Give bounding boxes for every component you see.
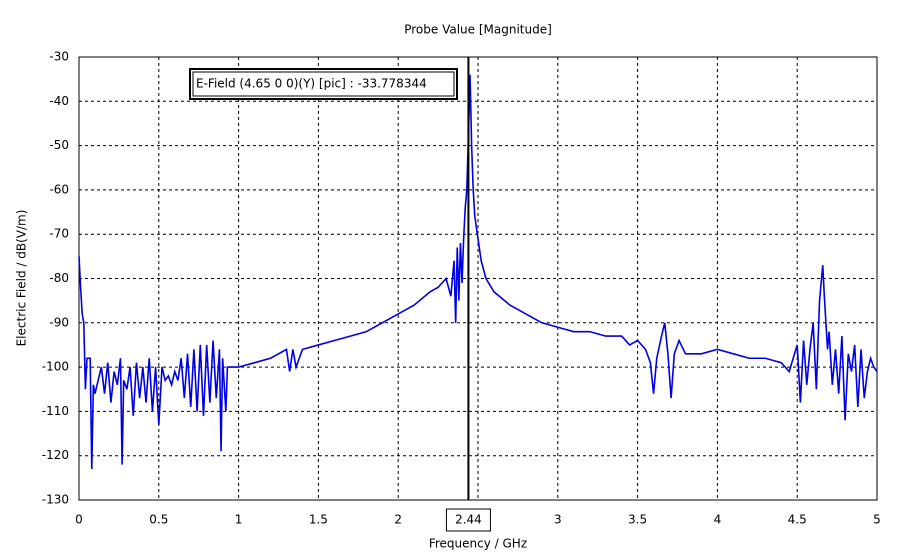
- y-axis-label: Electric Field / dB(V/m): [15, 210, 29, 347]
- x-tick-label: 1: [235, 513, 243, 527]
- chart-title: Probe Value [Magnitude]: [404, 23, 552, 37]
- y-tick-label: -40: [49, 94, 69, 108]
- y-tick-label: -70: [49, 227, 69, 241]
- x-axis-label: Frequency / GHz: [429, 537, 527, 551]
- plot-border: [78, 56, 878, 501]
- annotation-inner: [192, 71, 455, 97]
- data-line: [78, 74, 878, 470]
- marker-label-box: [445, 508, 491, 532]
- marker-label: 2.44: [455, 513, 482, 527]
- x-tick-label: 0: [75, 513, 83, 527]
- x-tick-label: 5: [873, 513, 881, 527]
- annotation: E-Field (4.65 0 0)(Y) [pic] : -33.778344: [196, 77, 427, 91]
- y-tick-label: -110: [42, 404, 69, 418]
- x-tick-label: 4.5: [788, 513, 807, 527]
- x-tick-label: 4: [714, 513, 722, 527]
- y-tick-label: -90: [49, 315, 69, 329]
- y-tick-label: -80: [49, 271, 69, 285]
- y-tick-label: -30: [49, 50, 69, 64]
- y-tick-label: -60: [49, 182, 69, 196]
- y-tick-label: -50: [49, 138, 69, 152]
- y-tick-label: -100: [42, 360, 69, 374]
- y-tick-label: -130: [42, 493, 69, 507]
- x-tick-label: 3: [554, 513, 562, 527]
- x-tick-label: 3.5: [628, 513, 647, 527]
- y-tick-label: -120: [42, 448, 69, 462]
- x-tick-label: 2: [394, 513, 402, 527]
- annotation-box: [189, 68, 458, 100]
- x-tick-label: 0.5: [149, 513, 168, 527]
- x-tick-label: 1.5: [309, 513, 328, 527]
